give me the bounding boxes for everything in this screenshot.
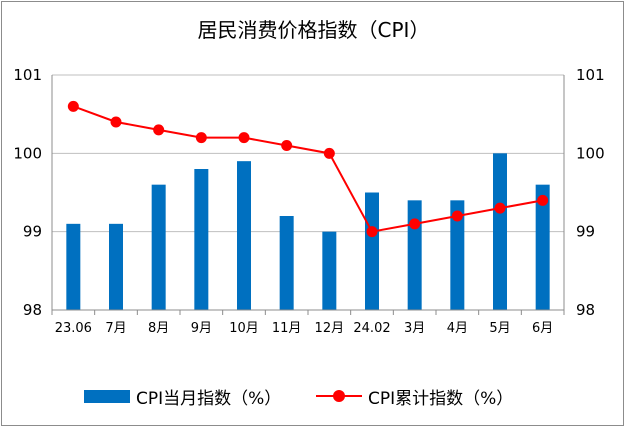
legend-label-bar: CPI当月指数（%）: [136, 388, 282, 409]
x-tick-label: 6月: [532, 321, 553, 336]
cumulative-line: [72, 105, 543, 233]
x-tick-label: 24.02: [353, 321, 390, 336]
line-point: [153, 124, 165, 136]
x-tick-label: 23.06: [55, 321, 92, 336]
line-point: [537, 194, 549, 206]
x-tick-label: 8月: [148, 321, 169, 336]
line-point: [238, 132, 250, 144]
line-point: [110, 116, 122, 128]
legend: CPI当月指数（%） CPI累计指数（%）: [0, 383, 627, 409]
line-point: [451, 210, 463, 222]
y-tick-label-right: 100: [576, 144, 605, 162]
y-tick-label-left: 101: [13, 66, 42, 84]
x-tick-label: 11月: [272, 321, 302, 336]
x-tick-label: 12月: [315, 321, 345, 336]
x-tick-label: 10月: [229, 321, 259, 336]
bar: [493, 153, 507, 310]
x-tick-label: 5月: [489, 321, 510, 336]
line-point: [494, 202, 506, 214]
legend-item-bar: CPI当月指数（%）: [84, 383, 281, 409]
line-point: [195, 132, 207, 144]
y-tick-label-right: 99: [576, 223, 595, 241]
x-tick-label: 7月: [105, 321, 126, 336]
line-point: [366, 226, 378, 238]
line-series: [67, 100, 549, 238]
bar: [365, 192, 379, 310]
tick-labels: 98 99 100 101 98 99 100 101 23.06 7月 8月 9月 10月 11月 12月…: [13, 66, 604, 336]
legend-label-line: CPI累计指数（%）: [368, 388, 514, 409]
line-point: [409, 218, 421, 230]
legend-item-line: CPI累计指数（%）: [316, 383, 513, 409]
legend-line-swatch: [316, 383, 362, 409]
y-tick-label-right: 101: [576, 66, 605, 84]
bar: [66, 223, 81, 310]
y-tick-label-left: 99: [23, 223, 42, 241]
x-tick-label: 4月: [447, 321, 468, 336]
axis-layer: [51, 75, 565, 315]
bar: [194, 169, 209, 310]
y-tick-label-left: 98: [23, 301, 42, 319]
line-point: [323, 147, 335, 159]
bar: [279, 216, 294, 310]
bar: [535, 184, 550, 310]
legend-bar-swatch: [84, 389, 130, 403]
bar: [151, 184, 166, 310]
x-tick-label: 9月: [191, 321, 212, 336]
bar: [109, 223, 123, 310]
grid-layer: [52, 74, 564, 233]
y-tick-label-right: 98: [576, 301, 595, 319]
bar: [450, 200, 465, 310]
bar: [237, 161, 251, 310]
line-point: [67, 100, 79, 112]
bar: [407, 200, 422, 310]
x-tick-label: 3月: [404, 321, 425, 336]
y-tick-label-left: 100: [13, 144, 42, 162]
line-point: [281, 140, 293, 151]
chart-title: 居民消费价格指数（CPI）: [197, 18, 430, 42]
bar: [322, 231, 337, 310]
